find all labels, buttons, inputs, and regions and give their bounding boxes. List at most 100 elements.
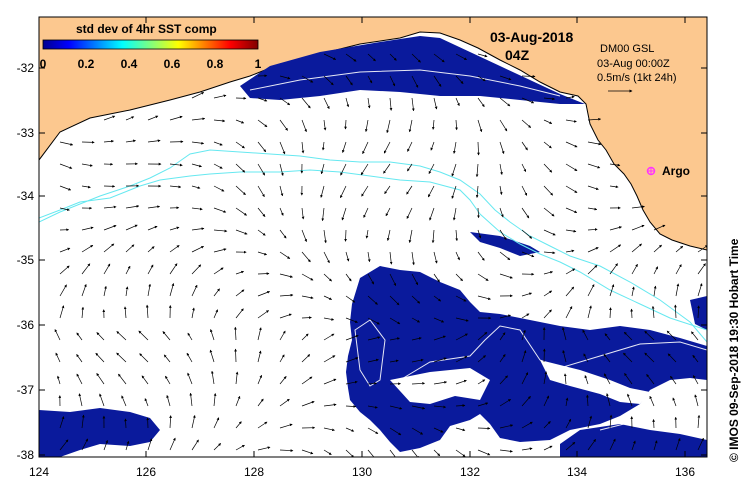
velocity-arrow [81, 185, 91, 189]
velocity-arrow [345, 357, 359, 363]
velocity-arrow [103, 243, 115, 253]
colorbar-tick-label: 0.6 [164, 57, 181, 71]
velocity-arrow [455, 379, 467, 385]
velocity-arrow [389, 251, 393, 265]
velocity-arrow [235, 207, 247, 216]
velocity-arrow [279, 354, 285, 363]
velocity-arrow [499, 273, 513, 279]
velocity-arrow [411, 53, 421, 63]
velocity-arrow [76, 354, 83, 363]
velocity-arrow [367, 336, 381, 341]
velocity-arrow [213, 288, 220, 297]
velocity-arrow [565, 268, 576, 275]
velocity-arrow [499, 207, 504, 218]
velocity-arrow [341, 207, 347, 221]
velocity-arrow [362, 141, 369, 155]
velocity-arrow [301, 75, 314, 83]
velocity-arrow [631, 440, 636, 451]
velocity-arrow [213, 309, 218, 319]
velocity-arrow [433, 405, 447, 409]
velocity-arrow [363, 207, 369, 218]
velocity-arrow [367, 53, 376, 62]
velocity-arrow [521, 329, 526, 341]
velocity-arrow [565, 141, 578, 148]
velocity-arrow [367, 317, 380, 325]
velocity-arrow [691, 331, 699, 341]
velocity-arrow [653, 266, 659, 275]
velocity-arrow [499, 75, 512, 81]
plot-frame [38, 16, 708, 458]
velocity-arrow [499, 399, 511, 407]
velocity-arrow [565, 229, 577, 233]
velocity-arrow [345, 317, 358, 323]
velocity-arrow [477, 355, 486, 363]
velocity-arrow [455, 53, 468, 61]
velocity-arrow [169, 245, 180, 253]
velocity-arrow [125, 224, 138, 231]
velocity-arrow [213, 248, 227, 253]
velocity-arrow [169, 437, 176, 451]
velocity-arrow [543, 207, 555, 217]
velocity-arrow [213, 393, 217, 407]
velocity-arrow [406, 207, 413, 219]
velocity-arrow [124, 418, 127, 429]
velocity-arrow [147, 205, 161, 209]
velocity-arrow [279, 97, 291, 106]
velocity-arrow [191, 92, 205, 99]
velocity-arrow [345, 427, 355, 432]
velocity-arrow [81, 263, 91, 275]
velocity-arrow [477, 251, 485, 261]
velocity-arrow [209, 349, 215, 363]
velocity-arrow [565, 441, 576, 451]
velocity-arrow [147, 225, 158, 231]
velocity-arrow [125, 139, 136, 143]
velocity-arrow [651, 305, 655, 319]
velocity-arrow [565, 397, 569, 407]
velocity-arrow [384, 185, 391, 195]
velocity-arrow [521, 292, 533, 297]
velocity-arrow [55, 352, 61, 363]
velocity-arrow [477, 331, 488, 341]
velocity-arrow [644, 330, 655, 341]
velocity-arrow [389, 317, 401, 325]
velocity-arrow [59, 416, 65, 429]
velocity-arrow [279, 185, 284, 197]
velocity-arrow [301, 141, 305, 154]
x-axis: 124 126 128 130 132 134 136 [29, 17, 695, 479]
velocity-arrow [257, 374, 263, 385]
velocity-arrow [257, 185, 265, 198]
velocity-arrow [477, 75, 486, 82]
velocity-arrow [257, 119, 268, 128]
velocity-arrow [431, 229, 435, 244]
velocity-arrow [235, 229, 248, 235]
velocity-arrow [521, 313, 530, 319]
velocity-arrow [565, 418, 572, 429]
velocity-arrow [562, 349, 567, 363]
argo-label: Argo [662, 164, 690, 178]
velocity-arrow [301, 97, 311, 109]
x-tick-label: 132 [460, 465, 480, 479]
velocity-arrow [103, 263, 111, 275]
velocity-arrow [301, 449, 314, 455]
velocity-arrow [213, 443, 222, 451]
velocity-arrow [407, 141, 413, 152]
velocity-arrow [279, 423, 293, 429]
y-tick-label: -33 [17, 126, 35, 140]
velocity-arrow [565, 163, 578, 171]
velocity-arrow [565, 207, 578, 213]
velocity-arrow [649, 395, 655, 407]
velocity-arrow [543, 229, 556, 236]
velocity-arrow [543, 270, 554, 275]
velocity-arrow [125, 204, 140, 209]
velocity-arrow [455, 427, 466, 432]
velocity-arrow [367, 251, 371, 263]
velocity-arrow [147, 438, 153, 451]
velocity-arrow [477, 53, 488, 58]
velocity-arrow [209, 329, 215, 341]
velocity-arrow [279, 273, 293, 278]
velocity-arrow [543, 185, 554, 196]
velocity-arrow [499, 229, 507, 240]
velocity-arrow [301, 400, 315, 407]
velocity-arrow [59, 284, 67, 297]
y-tick-label: -32 [17, 61, 35, 75]
